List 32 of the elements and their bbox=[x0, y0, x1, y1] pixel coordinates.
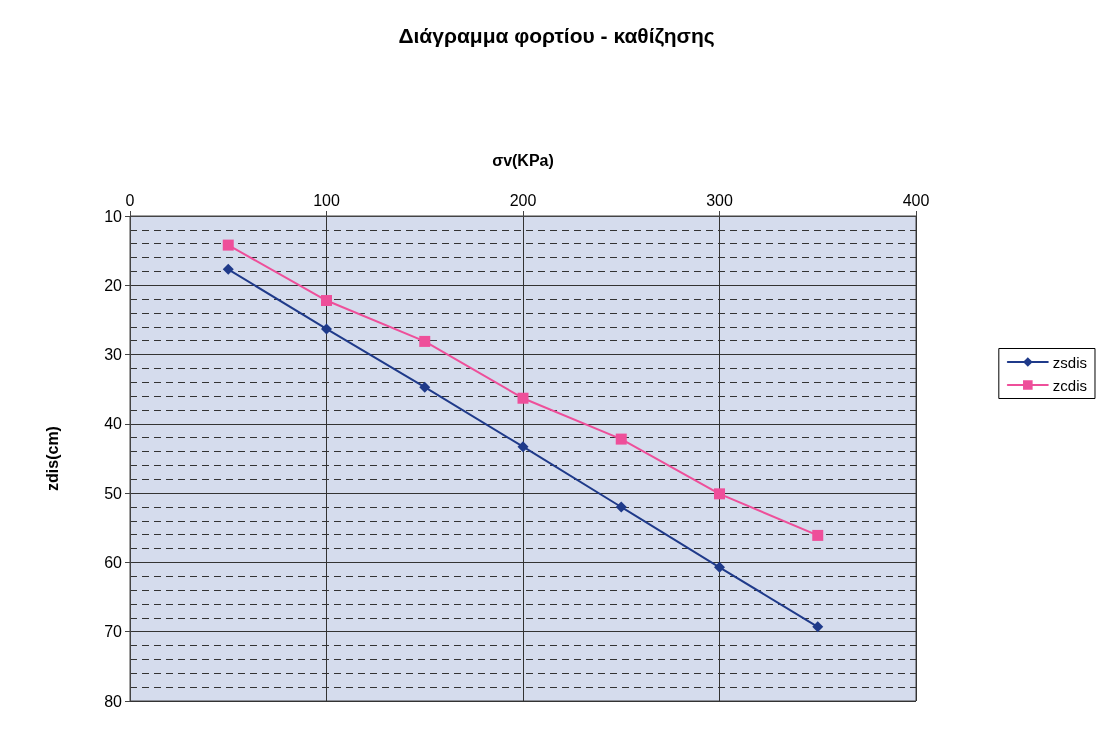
y-tick-label: 10 bbox=[104, 207, 123, 225]
point bbox=[615, 433, 627, 445]
point bbox=[321, 323, 332, 335]
legend-label: zcdis bbox=[1052, 376, 1088, 394]
y-tick-label: 80 bbox=[104, 692, 123, 710]
point bbox=[812, 529, 824, 541]
x-tick-label: 100 bbox=[313, 191, 340, 209]
y-tick-label: 40 bbox=[104, 415, 123, 433]
x-tick-label: 400 bbox=[902, 191, 930, 209]
point bbox=[222, 239, 234, 251]
point bbox=[321, 295, 332, 307]
point bbox=[517, 392, 529, 404]
point bbox=[714, 561, 725, 573]
point bbox=[812, 621, 824, 633]
x-axis-title: σv(KPa) bbox=[492, 151, 554, 169]
y-tick-label: 70 bbox=[104, 623, 123, 641]
y-axis-title: zdis(cm) bbox=[43, 426, 61, 491]
y-tick-label: 20 bbox=[104, 276, 123, 294]
point bbox=[222, 263, 234, 275]
y-tick-label: 60 bbox=[104, 553, 123, 571]
x-tick-label: 0 bbox=[125, 191, 135, 209]
legend-label: zsdis bbox=[1052, 353, 1088, 371]
x-tick-label: 200 bbox=[509, 191, 537, 209]
y-tick-label: 30 bbox=[104, 346, 123, 364]
x-tick-label: 300 bbox=[706, 191, 733, 209]
point bbox=[419, 381, 431, 393]
point bbox=[517, 441, 529, 453]
y-tick-label: 50 bbox=[104, 484, 123, 502]
point bbox=[615, 501, 627, 513]
point bbox=[419, 335, 431, 347]
chart-title: Διάγραμμα φορτίου - καθίζησης bbox=[398, 24, 715, 48]
point bbox=[714, 488, 725, 500]
